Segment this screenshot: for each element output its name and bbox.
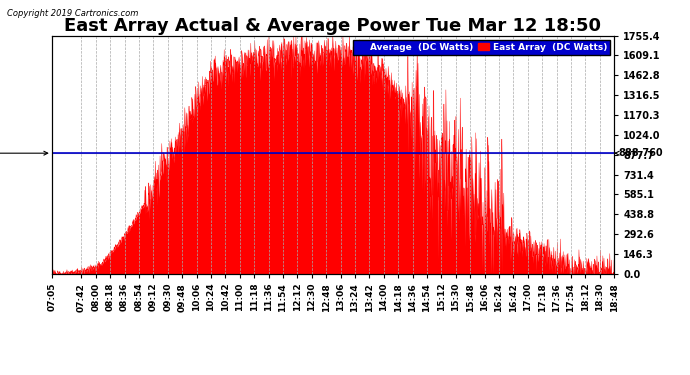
- Text: 888.760: 888.760: [615, 148, 663, 158]
- Text: 888.760: 888.760: [0, 148, 48, 158]
- Title: East Array Actual & Average Power Tue Mar 12 18:50: East Array Actual & Average Power Tue Ma…: [64, 18, 602, 36]
- Text: Copyright 2019 Cartronics.com: Copyright 2019 Cartronics.com: [7, 9, 138, 18]
- Legend: Average  (DC Watts), East Array  (DC Watts): Average (DC Watts), East Array (DC Watts…: [353, 40, 609, 54]
